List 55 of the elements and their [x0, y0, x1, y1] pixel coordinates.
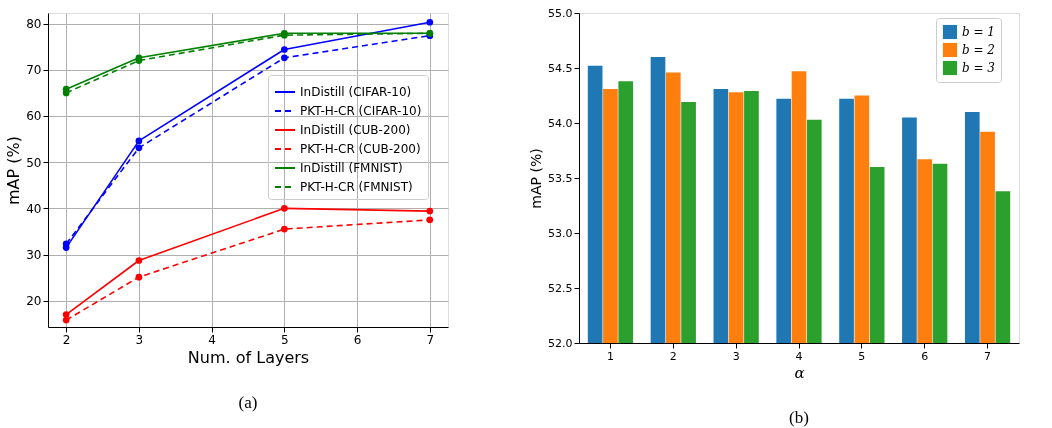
- y-tick-label: 54.0: [548, 116, 573, 130]
- x-tick-label: 2: [62, 332, 71, 347]
- y-tick-label: 60: [26, 109, 42, 124]
- y-tick-label: 52.5: [548, 281, 573, 295]
- x-tick-label: 3: [135, 332, 144, 347]
- x-tick-label: 5: [281, 332, 289, 347]
- y-tick-label: 20: [26, 294, 42, 309]
- y-tick-label: 80: [26, 17, 42, 32]
- x-tick-label: 7: [984, 349, 992, 363]
- y-tick-label: 53.5: [548, 171, 573, 185]
- point: [426, 216, 434, 224]
- x-tick-label: 1: [606, 349, 614, 363]
- point: [62, 316, 70, 324]
- y-axis-title: mAP (%): [4, 136, 24, 205]
- legend-label: PKT-H-CR (CUB-200): [300, 142, 421, 156]
- y-tick-label: 52.0: [548, 336, 573, 350]
- x-tick-label: 5: [858, 349, 866, 363]
- legend-label: InDistill (CUB-200): [300, 123, 411, 137]
- x-tick-label: 4: [208, 332, 216, 347]
- legend-label: b = 3: [962, 61, 996, 75]
- y-tick-label: 55.0: [548, 6, 573, 20]
- x-tick-label: 6: [921, 349, 929, 363]
- text: (b): [789, 408, 809, 427]
- point: [62, 311, 70, 318]
- y-tick-label: 70: [26, 63, 42, 78]
- x-tick-label: 3: [732, 349, 740, 363]
- point: [135, 144, 143, 152]
- x-axis-title: Num. of Layers: [187, 347, 310, 367]
- point: [135, 257, 143, 264]
- y-tick-label: 54.5: [548, 61, 573, 75]
- point: [426, 18, 434, 26]
- x-tick-label: 6: [353, 332, 362, 347]
- y-tick-label: 40: [26, 201, 42, 216]
- point: [135, 273, 143, 281]
- legend-label: InDistill (FMNIST): [300, 161, 403, 175]
- y-tick-label: 30: [26, 248, 42, 262]
- x-axis-title: α: [794, 363, 805, 382]
- point: [281, 225, 288, 233]
- y-axis-title: mAP (%): [528, 148, 545, 209]
- x-tick-label: 2: [669, 349, 677, 363]
- point: [281, 46, 288, 53]
- y-tick-label: 53.0: [548, 226, 573, 240]
- x-tick-label: 4: [795, 349, 803, 363]
- legend-label: InDistill (CIFAR-10): [300, 85, 412, 99]
- point: [135, 137, 143, 145]
- x-tick-label: 7: [426, 332, 435, 347]
- text: (a): [238, 393, 258, 412]
- legend-label: PKT-H-CR (CIFAR-10): [300, 104, 422, 118]
- point: [281, 204, 288, 212]
- legend-label: b = 1: [962, 25, 995, 39]
- y-tick-label: 50: [26, 155, 42, 170]
- legend-label: b = 2: [962, 43, 995, 57]
- point: [281, 54, 288, 62]
- point: [426, 207, 434, 215]
- legend-label: PKT-H-CR (FMNIST): [300, 180, 413, 194]
